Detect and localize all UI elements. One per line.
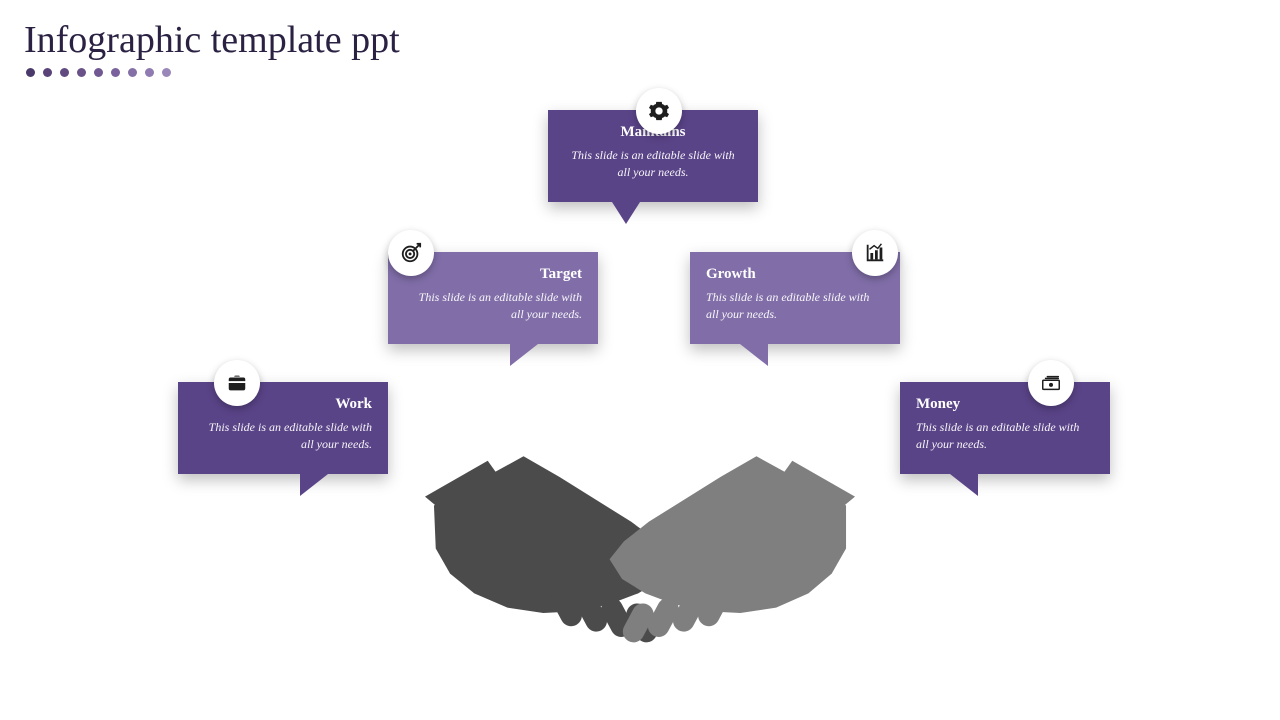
slide-stage: Infographic template ppt WorkThis slide … [0,0,1280,720]
callout-tail [740,344,768,366]
dot-2 [43,68,52,77]
callout-desc: This slide is an editable slide with all… [916,419,1094,454]
callout-desc: This slide is an editable slide with all… [564,147,742,182]
chart-icon [852,230,898,276]
dot-9 [162,68,171,77]
dot-5 [94,68,103,77]
callout-tail [300,474,328,496]
dot-7 [128,68,137,77]
callout-tail [612,202,640,224]
callout-desc: This slide is an editable slide with all… [194,419,372,454]
callout-desc: This slide is an editable slide with all… [706,289,884,324]
dot-8 [145,68,154,77]
handshake-icon [425,407,855,658]
dot-1 [26,68,35,77]
briefcase-icon [214,360,260,406]
dot-6 [111,68,120,77]
gear-icon [636,88,682,134]
slide-title: Infographic template ppt [24,18,400,62]
money-icon [1028,360,1074,406]
dot-3 [60,68,69,77]
decorative-dots [26,68,171,77]
callout-tail [950,474,978,496]
callout-label: Target [404,266,582,283]
callout-money: MoneyThis slide is an editable slide wit… [900,382,1110,474]
target-icon [388,230,434,276]
dot-4 [77,68,86,77]
callout-tail [510,344,538,366]
callout-work: WorkThis slide is an editable slide with… [178,382,388,474]
callout-desc: This slide is an editable slide with all… [404,289,582,324]
